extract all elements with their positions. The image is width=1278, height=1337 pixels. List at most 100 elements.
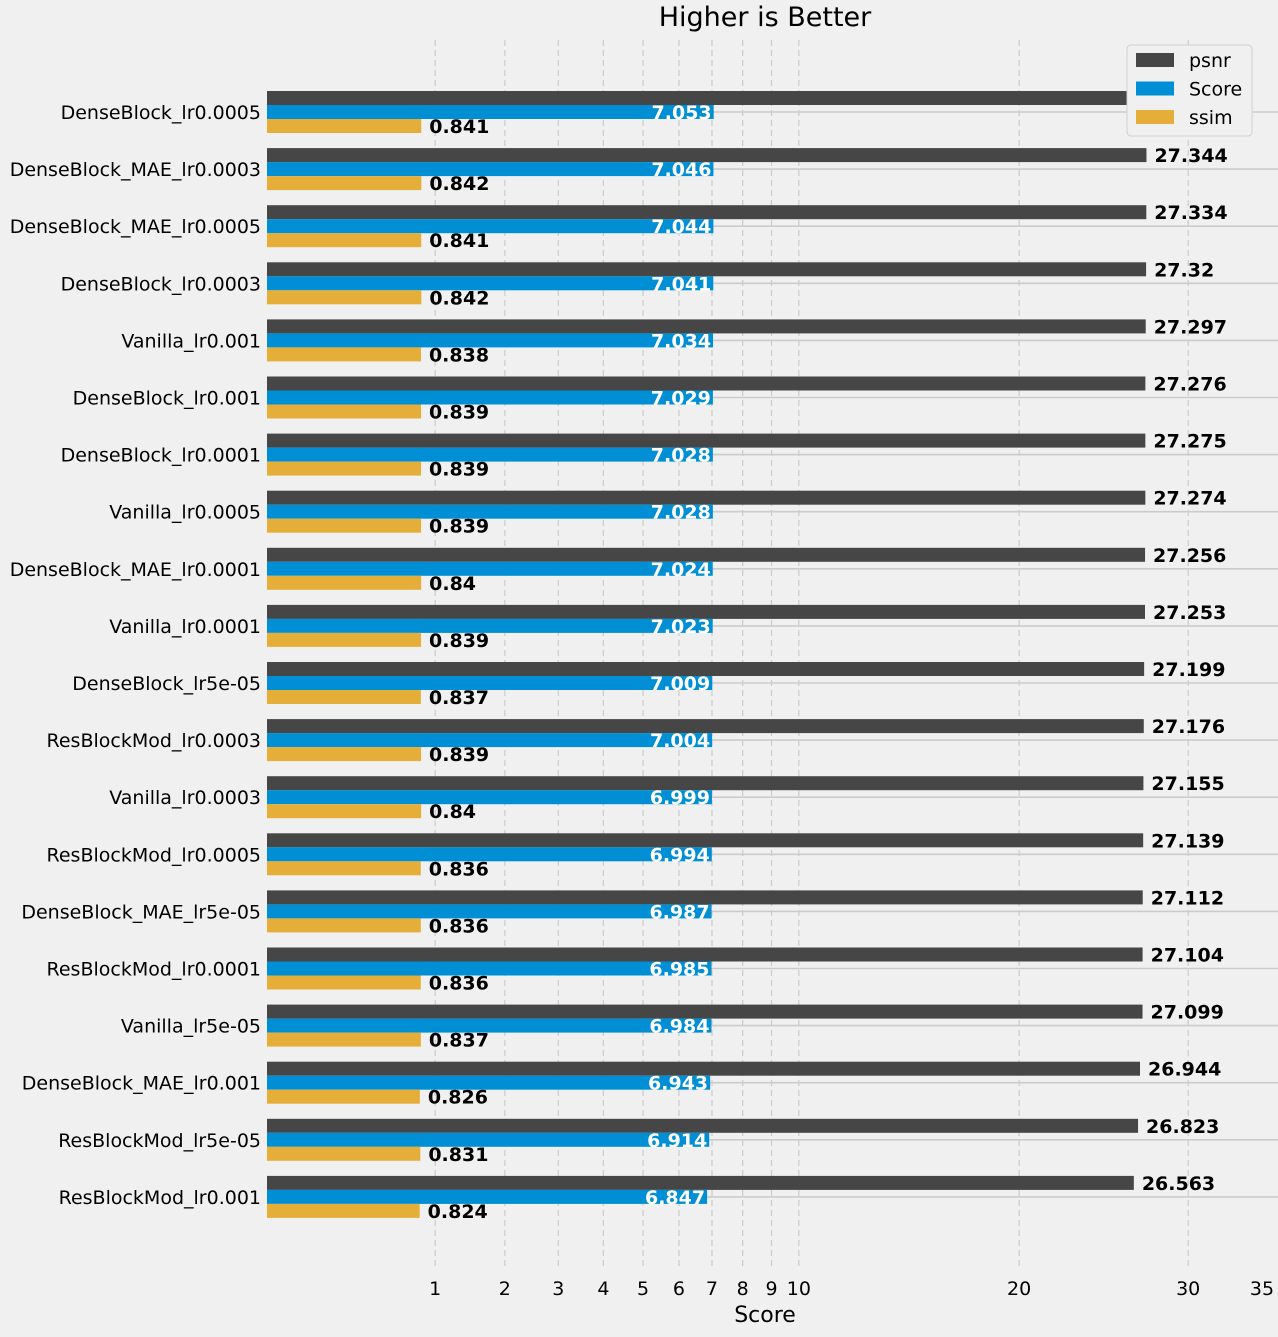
data-label-psnr: 26.563 [1142,1173,1215,1195]
bar-score [267,1018,712,1033]
bar-ssim [267,461,422,476]
x-tick-label: 7 [706,1278,718,1300]
data-label-ssim: 0.841 [429,116,489,138]
bar-psnr [267,833,1144,848]
x-axis-label: Score [734,1303,796,1328]
bar-psnr [267,604,1146,619]
x-tick-label: 1 [429,1278,441,1300]
legend-swatch-psnr [1136,53,1174,67]
data-label-psnr: 27.139 [1151,830,1224,852]
bar-ssim [267,176,422,191]
y-tick-label: ResBlockMod_lr0.001 [59,1187,261,1209]
data-label-score: 7.041 [651,273,711,295]
data-label-psnr: 27.274 [1153,488,1226,510]
x-tick-label: 8 [737,1278,749,1300]
data-label-ssim: 0.836 [429,915,489,937]
bar-score [267,676,713,690]
bar-psnr [267,319,1146,334]
data-label-psnr: 27.334 [1154,202,1227,224]
bar-ssim [267,975,421,990]
legend-label-psnr: psnr [1189,50,1231,72]
data-label-ssim: 0.84 [429,801,476,823]
bar-psnr [267,205,1147,220]
data-label-psnr: 27.099 [1151,1002,1224,1024]
data-label-psnr: 27.32 [1154,259,1214,281]
data-label-ssim: 0.826 [428,1087,488,1109]
data-label-score: 6.999 [650,787,710,809]
bar-ssim [267,119,422,133]
bar-psnr [267,1118,1139,1133]
data-label-score: 6.847 [645,1187,705,1209]
y-tick-label: DenseBlock_MAE_lr0.0001 [10,559,261,581]
data-label-psnr: 26.823 [1146,1116,1219,1138]
x-tick-label: 20 [1007,1278,1031,1300]
bar-score [267,219,714,234]
y-tick-label: DenseBlock_MAE_lr0.001 [22,1073,261,1095]
y-tick-label: Vanilla_lr0.0005 [109,502,261,524]
data-label-ssim: 0.831 [428,1144,488,1166]
y-tick-label: Vanilla_lr5e-05 [121,1016,261,1038]
data-label-ssim: 0.824 [428,1201,488,1223]
bar-score [267,561,713,576]
bar-score [267,162,714,177]
legend-label-ssim: ssim [1189,107,1233,129]
bar-psnr [267,148,1147,163]
data-label-ssim: 0.839 [429,516,489,538]
bar-ssim [267,233,422,248]
bar-ssim [267,290,422,305]
bar-score [267,333,714,348]
data-label-score: 6.984 [649,1016,709,1038]
bar-score [267,390,713,405]
data-label-psnr: 27.297 [1154,316,1227,338]
bar-psnr [267,1004,1143,1019]
data-label-psnr: 27.199 [1152,659,1225,681]
bar-ssim [267,1146,421,1161]
data-label-score: 7.044 [651,216,711,238]
data-label-ssim: 0.839 [429,459,489,481]
data-label-score: 6.914 [647,1130,707,1152]
bar-score [267,1132,710,1147]
legend-label-score: Score [1189,79,1242,101]
legend-swatch-ssim [1136,110,1174,124]
bar-score [267,1189,708,1204]
y-tick-label: Vanilla_lr0.0003 [109,787,261,809]
data-label-score: 6.943 [648,1073,708,1095]
data-label-ssim: 0.839 [429,744,489,766]
y-tick-label: DenseBlock_MAE_lr0.0005 [10,216,261,238]
bar-ssim [267,1089,420,1104]
bar-ssim [267,861,421,876]
bar-psnr [267,719,1144,734]
bar-psnr [267,433,1146,448]
y-tick-label: ResBlockMod_lr0.0005 [47,844,261,866]
data-label-psnr: 27.344 [1154,145,1227,167]
bar-psnr [267,890,1143,905]
bar-psnr [267,1175,1134,1190]
bar-psnr [267,547,1146,562]
y-tick-label: DenseBlock_lr0.0005 [61,102,261,124]
bar-psnr [267,376,1146,391]
bar-psnr [267,776,1144,791]
bar-ssim [267,747,422,762]
data-label-score: 7.046 [651,159,711,181]
data-label-score: 6.985 [649,959,709,981]
x-tick-label: 4 [597,1278,609,1300]
x-tick-label: 30 [1176,1278,1200,1300]
bar-score [267,847,712,862]
data-label-ssim: 0.837 [429,687,489,709]
data-label-ssim: 0.836 [429,973,489,995]
bar-score [267,105,714,119]
bar-score [267,1075,711,1090]
x-tick-label: 35 [1250,1278,1274,1300]
bar-ssim [267,575,422,590]
bar-score [267,790,712,805]
legend-swatch-score [1136,81,1174,96]
data-label-psnr: 27.176 [1152,716,1225,738]
y-tick-label: DenseBlock_MAE_lr5e-05 [21,901,261,923]
bar-ssim [267,1032,421,1047]
x-tick-label: 3 [552,1278,564,1300]
data-label-ssim: 0.839 [429,630,489,652]
data-label-score: 7.028 [651,502,711,524]
